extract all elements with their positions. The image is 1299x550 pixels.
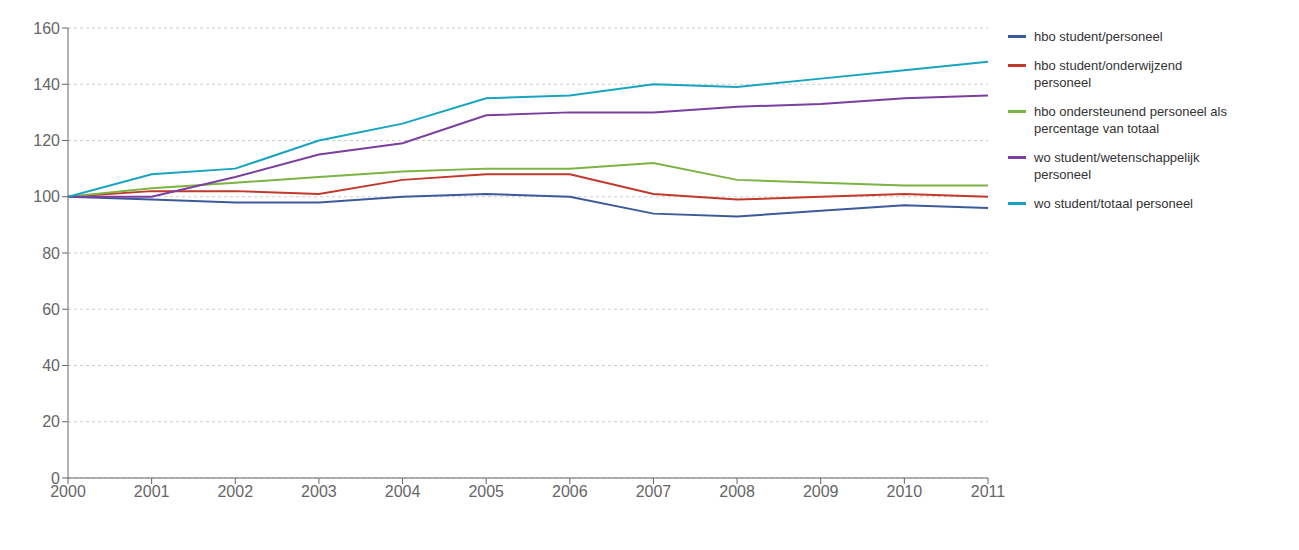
svg-text:2006: 2006 — [552, 483, 588, 500]
svg-text:2007: 2007 — [636, 483, 672, 500]
svg-text:140: 140 — [33, 76, 60, 93]
html-text:hbo student/personeel: hbo student/personeel — [1034, 29, 1163, 44]
svg-text:2010: 2010 — [887, 483, 923, 500]
svg-text:100: 100 — [33, 188, 60, 205]
svg-text:120: 120 — [33, 132, 60, 149]
svg-text:2005: 2005 — [468, 483, 504, 500]
svg-text:2000: 2000 — [50, 483, 86, 501]
svg-text:20: 20 — [42, 413, 60, 430]
svg-text:2003: 2003 — [301, 483, 337, 500]
svg-text:40: 40 — [42, 357, 60, 374]
html-text:hbo student/onderwijzend perso: hbo student/onderwijzend personeel — [1034, 58, 1183, 90]
svg-text:2001: 2001 — [134, 483, 170, 500]
svg-text:2009: 2009 — [803, 483, 839, 500]
svg-text:2002: 2002 — [217, 483, 253, 500]
svg-text:60: 60 — [42, 301, 60, 318]
svg-text:160: 160 — [33, 20, 60, 37]
svg-text:0: 0 — [51, 470, 60, 487]
html-text:wo student/wetenschappelijk pe: wo student/wetenschappelijk personeel — [1034, 150, 1200, 182]
html-text:hbo ondersteunend personeel al: hbo ondersteunend personeel als percenta… — [1034, 104, 1227, 136]
svg-text:80: 80 — [42, 245, 60, 262]
svg-text:2008: 2008 — [719, 483, 755, 500]
svg-text:2004: 2004 — [385, 483, 421, 500]
svg-text:2011: 2011 — [971, 483, 1006, 500]
html-text:wo student/totaal personeel: wo student/totaal personeel — [1034, 196, 1193, 211]
